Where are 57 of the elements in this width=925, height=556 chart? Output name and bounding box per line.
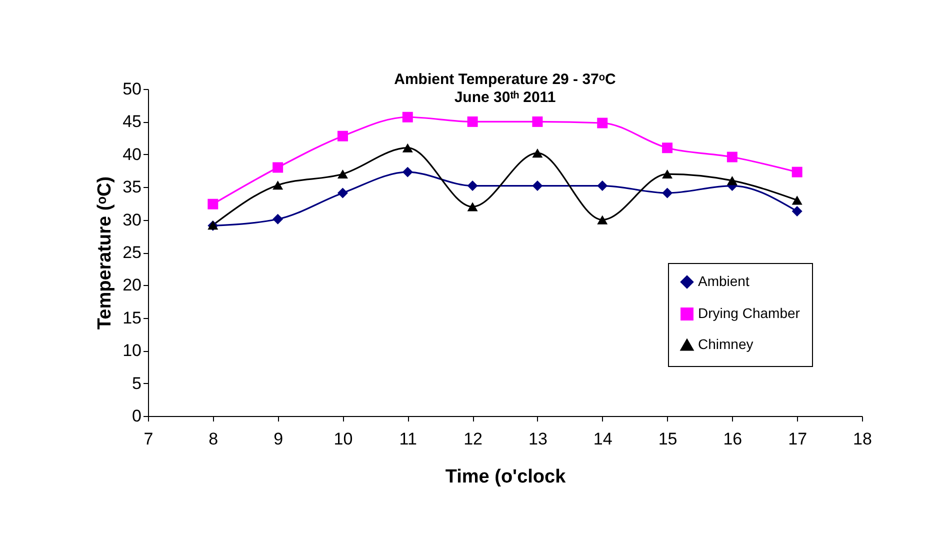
x-tick-label: 12 — [464, 430, 483, 448]
y-tick-label: 5 — [132, 374, 142, 393]
chart-subtitle: June 30ᵗʰ 2011 — [454, 89, 556, 106]
point — [662, 169, 673, 179]
point — [402, 143, 413, 152]
x-tick-label: 7 — [144, 430, 154, 448]
x-tick-label: 10 — [334, 430, 353, 448]
x-tick-label: 9 — [274, 430, 284, 448]
y-tick-label: 15 — [122, 308, 142, 328]
y-tick-label: 0 — [132, 406, 142, 426]
point — [272, 214, 284, 224]
legend-label: Ambient — [698, 273, 750, 289]
y-tick-label: 25 — [122, 243, 142, 262]
x-tick-label: 17 — [788, 430, 808, 448]
y-tick-label: 35 — [122, 178, 142, 197]
y-tick-label: 30 — [122, 210, 142, 230]
point — [532, 148, 543, 158]
y-tick-label: 10 — [122, 341, 142, 360]
x-tick-label: 13 — [528, 430, 548, 448]
point — [662, 188, 673, 198]
y-tick-label: 50 — [122, 80, 142, 98]
y-tick-label: 40 — [122, 144, 142, 164]
point — [402, 166, 413, 178]
point — [792, 196, 802, 205]
point — [272, 162, 284, 173]
point — [467, 116, 478, 127]
point — [532, 180, 543, 192]
point — [792, 166, 802, 178]
point — [726, 176, 738, 186]
point — [792, 206, 802, 217]
point — [597, 215, 608, 224]
point — [208, 198, 218, 210]
point — [337, 188, 348, 198]
x-tick-label: 18 — [853, 430, 872, 448]
point — [402, 112, 413, 122]
point — [662, 142, 673, 154]
x-tick-label: 16 — [723, 430, 742, 448]
legend-label: Drying Chamber — [698, 305, 800, 321]
x-tick-label: 8 — [208, 430, 218, 448]
x-axis-title: Time (o'clock — [445, 466, 566, 488]
point — [467, 180, 478, 192]
point — [467, 202, 478, 212]
point — [597, 180, 608, 192]
legend-label: Chimney — [698, 336, 754, 352]
point — [597, 118, 608, 128]
point — [532, 116, 543, 127]
point — [337, 169, 348, 179]
y-tick-label: 20 — [122, 276, 142, 295]
point — [726, 152, 738, 162]
x-tick-label: 11 — [399, 430, 417, 448]
y-tick-label: 45 — [122, 112, 142, 132]
chart-title: Ambient Temperature 29 - 37ᵒC — [394, 71, 616, 88]
point — [272, 180, 284, 190]
point — [337, 130, 348, 142]
x-tick-label: 14 — [593, 430, 612, 448]
x-tick-label: 15 — [658, 430, 678, 448]
y-axis-title: Temperature (ᵒC) — [94, 176, 116, 330]
